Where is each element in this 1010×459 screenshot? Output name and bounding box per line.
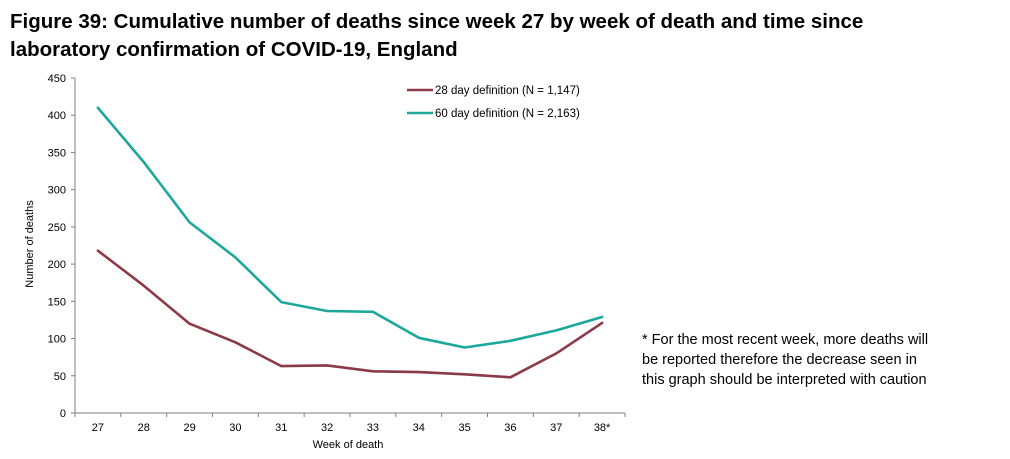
y-tick-label: 150: [48, 296, 66, 308]
y-tick-label: 200: [48, 259, 66, 271]
caution-note: * For the most recent week, more deaths …: [642, 330, 992, 390]
y-axis-label: Number of deaths: [24, 200, 36, 288]
figure-title: Figure 39: Cumulative number of deaths s…: [10, 8, 1000, 64]
y-tick-label: 0: [60, 408, 66, 420]
x-tick-label: 32: [321, 422, 333, 434]
y-tick-label: 250: [48, 222, 66, 234]
x-tick-label: 38*: [594, 422, 611, 434]
x-tick-label: 37: [550, 422, 562, 434]
y-tick-label: 300: [48, 185, 66, 197]
x-tick-label: 36: [504, 422, 516, 434]
caution-note-line1: * For the most recent week, more deaths …: [642, 332, 929, 348]
y-tick-label: 100: [48, 334, 66, 346]
y-tick-label: 50: [54, 371, 66, 383]
x-tick-label: 27: [92, 422, 104, 434]
x-tick-label: 35: [458, 422, 470, 434]
chart-legend: 28 day definition (N = 1,147) 60 day defi…: [407, 85, 580, 120]
chart-axes: 0 50 100 150 200 250 300 350 400 450 27 28 29 30 31 32 3…: [48, 73, 626, 434]
x-tick-label: 28: [138, 422, 150, 434]
x-tick-label: 33: [367, 422, 379, 434]
x-tick-label: 29: [183, 422, 195, 434]
caution-note-line3: this graph should be interpreted with ca…: [642, 372, 927, 388]
series-line-28-day: [96, 249, 604, 379]
x-axis-label: Week of death: [313, 439, 384, 451]
legend-label: 28 day definition (N = 1,147): [435, 85, 580, 97]
x-tick-label: 31: [275, 422, 287, 434]
legend-label: 60 day definition (N = 2,163): [435, 108, 580, 120]
caution-note-line2: be reported therefore the decrease seen …: [642, 352, 917, 368]
figure-title-line1: Figure 39: Cumulative number of deaths s…: [10, 10, 864, 33]
y-tick-label: 350: [48, 147, 66, 159]
figure-title-line2: laboratory confirmation of COVID-19, Eng…: [10, 38, 458, 61]
y-tick-label: 450: [48, 73, 66, 85]
y-tick-label: 400: [48, 110, 66, 122]
x-tick-label: 30: [229, 422, 241, 434]
series-line-60-day: [96, 106, 604, 349]
chart-series: [96, 106, 604, 379]
x-tick-label: 34: [413, 422, 425, 434]
